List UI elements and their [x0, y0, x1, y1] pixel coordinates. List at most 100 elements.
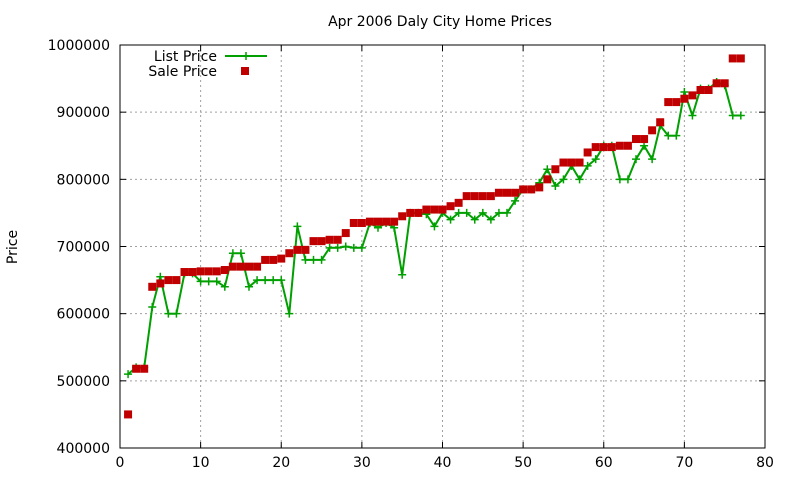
sale-price-point — [253, 262, 262, 271]
sale-price-point — [640, 135, 649, 144]
list-price-point — [269, 276, 278, 285]
sale-price-point — [333, 235, 342, 244]
sale-price-point — [204, 267, 213, 276]
list-price-point — [124, 370, 133, 379]
list-price-point — [430, 222, 439, 231]
sale-price-point — [220, 266, 229, 275]
sale-price-point — [680, 94, 689, 103]
sale-price-point — [132, 364, 141, 373]
x-axis-ticks: 0 10 20 30 40 50 60 70 80 — [116, 45, 774, 471]
list-price-point — [615, 175, 624, 184]
sale-price-point — [720, 79, 729, 88]
list-price-point — [494, 208, 503, 217]
sale-price-point — [236, 262, 245, 271]
sale-price-point — [438, 205, 447, 214]
x-tick-label: 0 — [116, 455, 125, 471]
sale-price-point — [664, 98, 673, 107]
list-price-point — [245, 282, 253, 291]
sale-price-point — [527, 185, 536, 194]
y-axis-label: Price — [5, 230, 21, 264]
sale-price-point — [414, 208, 423, 217]
series-layer — [124, 54, 745, 419]
sale-price-point — [382, 217, 391, 226]
sale-price-point — [164, 276, 173, 285]
x-tick-label: 60 — [595, 455, 613, 471]
sale-price-point — [607, 143, 616, 152]
y-tick-label: 400000 — [57, 441, 110, 457]
sale-price-point — [285, 249, 294, 258]
sale-price-point — [212, 267, 221, 276]
legend-marker-sale-price — [241, 67, 249, 75]
sale-price-point — [245, 262, 253, 271]
sale-price-point — [494, 188, 503, 197]
sale-price-point — [696, 86, 705, 95]
list-price-point — [236, 249, 245, 258]
sale-price-point — [172, 276, 181, 285]
list-price-point — [543, 165, 552, 174]
list-price-point — [349, 243, 358, 252]
sale-price-point — [632, 135, 640, 144]
y-tick-label: 600000 — [57, 307, 110, 323]
sale-price-point — [365, 217, 374, 226]
legend-label-sale-price: Sale Price — [148, 64, 217, 80]
list-price-point — [325, 243, 334, 252]
list-price-point — [164, 309, 173, 318]
list-price-point — [640, 141, 649, 150]
list-price-point — [196, 277, 205, 286]
sale-price-point — [583, 148, 592, 157]
x-tick-label: 50 — [514, 455, 532, 471]
sale-price-point — [293, 245, 302, 254]
sale-price-point — [567, 158, 576, 167]
sale-price-point — [341, 229, 350, 238]
sale-price-point — [470, 192, 479, 201]
sale-price-point — [277, 254, 286, 263]
sale-price-point — [261, 255, 270, 264]
sale-price-point — [374, 217, 382, 226]
sale-price-point — [398, 212, 407, 221]
list-price-point — [551, 182, 560, 191]
grid-lines — [120, 45, 765, 448]
list-price-point — [454, 208, 463, 217]
list-price-point — [253, 276, 262, 285]
list-price-point — [285, 309, 294, 318]
sale-price-point — [575, 158, 584, 167]
y-tick-label: 1000000 — [48, 38, 110, 54]
sale-price-point — [478, 192, 487, 201]
sale-price-point — [148, 282, 157, 291]
sale-price-point — [325, 235, 334, 244]
sale-price-point — [454, 198, 463, 207]
list-price-point — [680, 88, 689, 97]
sale-price-point — [623, 141, 632, 150]
sale-price-point — [446, 202, 455, 211]
list-price-point — [470, 215, 479, 224]
list-price-point — [511, 196, 520, 205]
list-price-point — [212, 277, 221, 286]
list-price-point — [172, 309, 181, 318]
sale-price-point — [704, 86, 713, 95]
list-price-point — [228, 249, 237, 258]
y-tick-label: 800000 — [57, 172, 110, 188]
legend: List Price Sale Price — [148, 49, 267, 80]
sale-price-point — [543, 175, 552, 184]
list-price-point — [341, 242, 350, 251]
list-price-point — [559, 175, 568, 184]
list-price-point — [728, 111, 737, 120]
list-price-point — [220, 282, 229, 291]
sale-price-point — [188, 268, 197, 277]
y-tick-label: 500000 — [57, 374, 110, 390]
y-axis-ticks: 400000 500000 600000 700000 800000 900000 1000… — [48, 38, 765, 457]
x-tick-label: 40 — [434, 455, 452, 471]
sale-price-point — [430, 205, 439, 214]
sale-price-point — [406, 208, 415, 217]
y-tick-label: 700000 — [57, 240, 110, 256]
sale-price-point — [728, 54, 737, 63]
sale-price-point — [688, 91, 697, 100]
list-price-point — [648, 155, 657, 164]
y-tick-label: 900000 — [57, 105, 110, 121]
sale-price-point — [228, 262, 237, 271]
sale-price-point — [648, 126, 657, 135]
sale-price-point — [196, 267, 205, 276]
list-price-point — [357, 243, 366, 252]
list-price-point — [398, 270, 407, 279]
sale-price-point — [672, 98, 681, 107]
